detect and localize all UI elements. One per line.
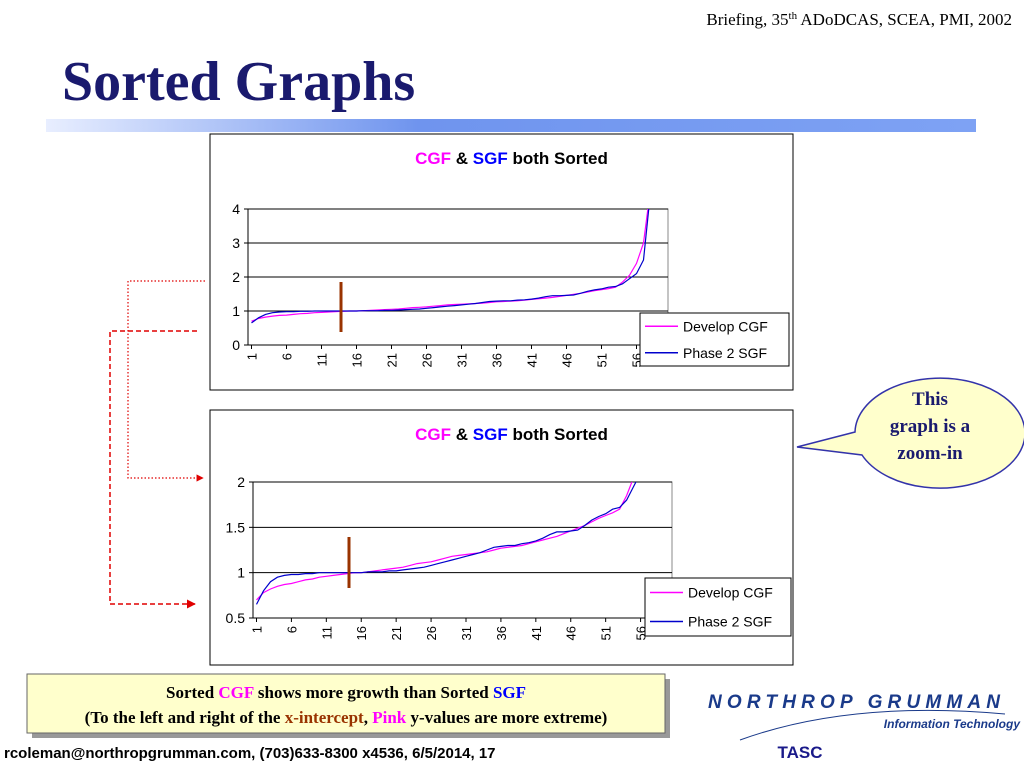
- lines: [251, 209, 650, 324]
- text-part: SGF: [493, 683, 526, 702]
- x-tick-label: 36: [494, 626, 509, 640]
- callout-text: zoom-in: [897, 443, 963, 464]
- chart-title: CGF & SGF both Sorted: [415, 425, 608, 444]
- text-part: x-intercept: [285, 708, 364, 727]
- y-tick-label: 2: [232, 269, 240, 285]
- slide-title: Sorted Graphs: [62, 51, 415, 113]
- note-line: (To the left and right of the x-intercep…: [85, 708, 608, 727]
- text-part: y-values are more extreme): [406, 708, 607, 727]
- y-tick-label: 0: [232, 337, 240, 353]
- x-tick-label: 11: [319, 626, 334, 640]
- callout-text: This: [912, 389, 948, 410]
- y-tick-label: 3: [232, 235, 240, 251]
- x-tick-label: 6: [280, 353, 295, 360]
- x-tick-label: 6: [284, 626, 299, 633]
- series-line: [256, 482, 633, 601]
- header: Briefing, 35th ADoDCAS, SCEA, PMI, 2002: [706, 10, 1012, 29]
- text-part: CGF: [415, 425, 451, 444]
- x-tick-label: 16: [350, 353, 365, 367]
- x-tick-label: 41: [529, 626, 544, 640]
- text-part: &: [451, 149, 473, 168]
- legend-box: [639, 312, 790, 367]
- text-part: ,: [364, 708, 373, 727]
- text-part: SGF: [473, 149, 508, 168]
- y-tick-label: 1: [237, 565, 245, 581]
- y-tick-label: 1.5: [226, 519, 246, 535]
- header-text: ADoDCAS, SCEA, PMI, 2002: [797, 10, 1012, 29]
- y-tick-label: 4: [232, 201, 240, 217]
- legend-label: Phase 2 SGF: [683, 345, 767, 361]
- text-part: CGF: [218, 683, 254, 702]
- text-part: Sorted: [166, 683, 218, 702]
- x-tick-label: 46: [564, 626, 579, 640]
- text-part: shows more growth than Sorted: [254, 683, 493, 702]
- x-tick-label: 21: [385, 353, 400, 367]
- legend-label: Develop CGF: [683, 318, 768, 334]
- x-tick-label: 11: [315, 353, 330, 367]
- text-part: CGF: [415, 149, 451, 168]
- logo-unit: TASC: [777, 743, 822, 762]
- callout-text: graph is a: [890, 416, 971, 437]
- x-tick-label: 41: [525, 353, 540, 367]
- x-tick-label: 21: [389, 626, 404, 640]
- note-box: [26, 673, 666, 734]
- x-tick-label: 1: [249, 626, 264, 633]
- header-sup: th: [789, 10, 798, 22]
- title-bar: [46, 119, 976, 132]
- y-tick-label: 1: [232, 303, 240, 319]
- text-part: both Sorted: [508, 425, 608, 444]
- text-part: both Sorted: [508, 149, 608, 168]
- x-tick-label: 16: [354, 626, 369, 640]
- arrow: [127, 280, 205, 482]
- y-tick-label: 0.5: [226, 610, 246, 626]
- header-text: Briefing, 35: [706, 10, 788, 29]
- x-tick-label: 51: [599, 626, 614, 640]
- x-tick-label: 36: [490, 353, 505, 367]
- text-part: &: [451, 425, 473, 444]
- x-tick-label: 26: [420, 353, 435, 367]
- x-tick-label: 26: [424, 626, 439, 640]
- series-line: [251, 209, 650, 324]
- x-tick-label: 46: [560, 353, 575, 367]
- x-tick-label: 31: [459, 626, 474, 640]
- chart-title: CGF & SGF both Sorted: [415, 149, 608, 168]
- series-line: [255, 482, 637, 605]
- text-part: (To the left and right of the: [85, 708, 285, 727]
- logo-division: Information Technology: [884, 717, 1022, 731]
- logo-name: NORTHROP GRUMMAN: [708, 692, 1001, 713]
- legend-label: Develop CGF: [688, 585, 773, 601]
- plot-area: [252, 481, 673, 619]
- footer: rcoleman@northropgrumman.com, (703)633-8…: [4, 745, 496, 762]
- note-line: Sorted CGF shows more growth than Sorted…: [166, 683, 526, 702]
- arrow: [109, 330, 197, 609]
- logo-swoosh: [739, 709, 1006, 741]
- x-tick-label: 31: [455, 353, 470, 367]
- legend-label: Phase 2 SGF: [688, 614, 772, 630]
- text-part: SGF: [473, 425, 508, 444]
- lines: [255, 482, 637, 605]
- callout-bubble: [796, 377, 1024, 489]
- y-tick-label: 2: [237, 474, 245, 490]
- text-part: Pink: [372, 708, 407, 727]
- x-tick-label: 51: [595, 353, 610, 367]
- legend-box: [644, 577, 792, 637]
- x-tick-label: 1: [245, 353, 260, 360]
